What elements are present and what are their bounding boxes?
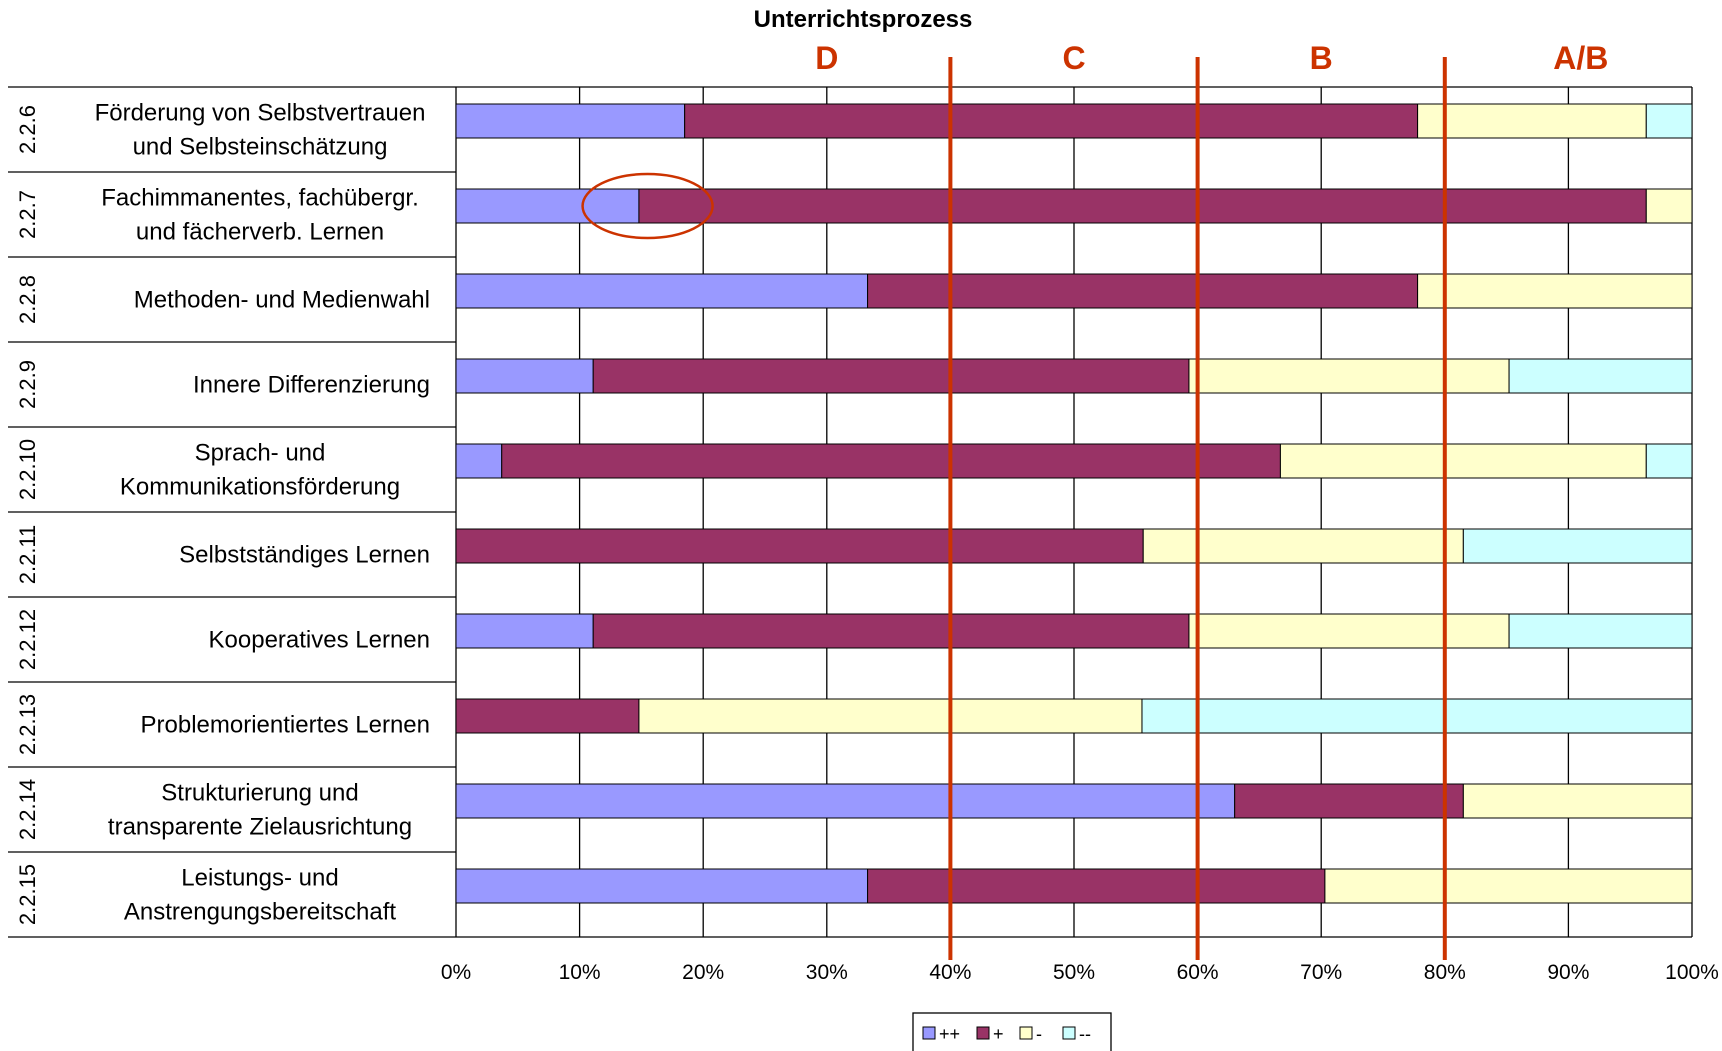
x-tick-label: 70% xyxy=(1300,961,1342,984)
x-tick-label: 10% xyxy=(559,961,601,984)
category-label: Problemorientiertes Lernen xyxy=(141,712,431,739)
bar-segment xyxy=(1188,358,1510,394)
x-tick-label: 60% xyxy=(1177,961,1219,984)
x-tick-label: 50% xyxy=(1053,961,1095,984)
x-tick-label: 80% xyxy=(1424,961,1466,984)
bar-segment xyxy=(1645,443,1693,479)
x-tick-label: 40% xyxy=(929,961,971,984)
category-code: 2.2.11 xyxy=(15,525,40,585)
bar-segment xyxy=(1645,188,1693,224)
bar-segment xyxy=(638,188,1647,224)
bar-segment xyxy=(592,613,1190,649)
bar-segment xyxy=(455,188,640,224)
legend-swatch xyxy=(922,1026,936,1040)
category-code: 2.2.8 xyxy=(15,275,40,324)
bar-segment xyxy=(1462,528,1693,564)
legend-swatch xyxy=(976,1026,990,1040)
category-code: 2.2.9 xyxy=(15,360,40,409)
category-label: Förderung von Selbstvertrauen und Selbste… xyxy=(95,100,426,161)
x-tick-label: 20% xyxy=(682,961,724,984)
bar-segment xyxy=(455,273,869,309)
bar-segment xyxy=(455,528,1144,564)
bar-segment xyxy=(1645,103,1693,139)
bar-segment xyxy=(501,443,1281,479)
zone-label: B xyxy=(1310,40,1333,76)
zone-label: A/B xyxy=(1553,40,1608,76)
x-axis-ticks: 0% 10% 20% 30% 40% 50% 60% 70% 80% 90% 100% xyxy=(441,961,1719,984)
bar-segment xyxy=(455,443,503,479)
bar-segment xyxy=(455,783,1236,819)
bar-segment xyxy=(867,868,1326,904)
bar-segment xyxy=(455,103,686,139)
bar-segment xyxy=(1279,443,1647,479)
zone-label: D xyxy=(815,40,838,76)
legend: ++ + - -- xyxy=(912,1012,1112,1051)
legend-box xyxy=(912,1012,1112,1051)
category-code: 2.2.14 xyxy=(15,779,40,840)
category-label: Selbstständiges Lernen xyxy=(179,542,430,569)
x-tick-label: 90% xyxy=(1547,961,1589,984)
category-code: 2.2.6 xyxy=(15,105,40,154)
category-code: 2.2.12 xyxy=(15,609,40,670)
bar-segment xyxy=(455,613,594,649)
category-label: Kooperatives Lernen xyxy=(209,627,430,654)
category-label: Methoden- und Medienwahl xyxy=(134,287,430,314)
highlight-circle xyxy=(581,172,714,240)
bar-segment xyxy=(867,273,1419,309)
bar-segment xyxy=(1417,103,1647,139)
legend-label: ++ xyxy=(939,1024,960,1044)
bar-segment xyxy=(1462,783,1693,819)
category-label: Innere Differenzierung xyxy=(193,372,430,399)
category-code: 2.2.10 xyxy=(15,439,40,500)
bar-segment xyxy=(1417,273,1693,309)
bar-segment xyxy=(1508,613,1693,649)
x-tick-label: 100% xyxy=(1665,961,1719,984)
bar-segment xyxy=(1324,868,1693,904)
bar-segment xyxy=(592,358,1190,394)
category-code: 2.2.15 xyxy=(15,864,40,925)
category-label: Fachimmanentes, fachübergr. und fächerver… xyxy=(101,185,419,246)
zone-label: C xyxy=(1062,40,1085,76)
bar-segment xyxy=(1234,783,1464,819)
legend-swatch xyxy=(1019,1026,1033,1040)
category-code: 2.2.13 xyxy=(15,694,40,755)
chart-title: Unterrichtsprozess xyxy=(754,6,973,33)
category-labels: Förderung von Selbstvertrauen und Selbste… xyxy=(8,86,456,938)
legend-swatch xyxy=(1062,1026,1076,1040)
legend-label: - xyxy=(1036,1024,1042,1044)
bar-segment xyxy=(1188,613,1510,649)
category-label: Sprach- und Kommunikationsförderung xyxy=(120,440,400,501)
zone-markers: D C B A/B xyxy=(581,40,1608,960)
bar-segment xyxy=(455,358,594,394)
bar-segment xyxy=(455,698,640,734)
bars xyxy=(455,103,1693,904)
category-label: Strukturierung und transparente Zielausri… xyxy=(108,780,412,841)
x-tick-label: 30% xyxy=(806,961,848,984)
category-code: 2.2.7 xyxy=(15,190,40,239)
legend-label: + xyxy=(993,1024,1004,1044)
bar-segment xyxy=(1142,528,1464,564)
bar-segment xyxy=(1508,358,1693,394)
bar-segment xyxy=(455,868,869,904)
legend-label: -- xyxy=(1079,1024,1091,1044)
bar-segment xyxy=(684,103,1419,139)
category-label: Leistungs- und Anstrengungsbereitschaft xyxy=(124,865,397,926)
bar-segment xyxy=(638,698,1143,734)
bar-segment xyxy=(1141,698,1693,734)
x-tick-label: 0% xyxy=(441,961,471,984)
